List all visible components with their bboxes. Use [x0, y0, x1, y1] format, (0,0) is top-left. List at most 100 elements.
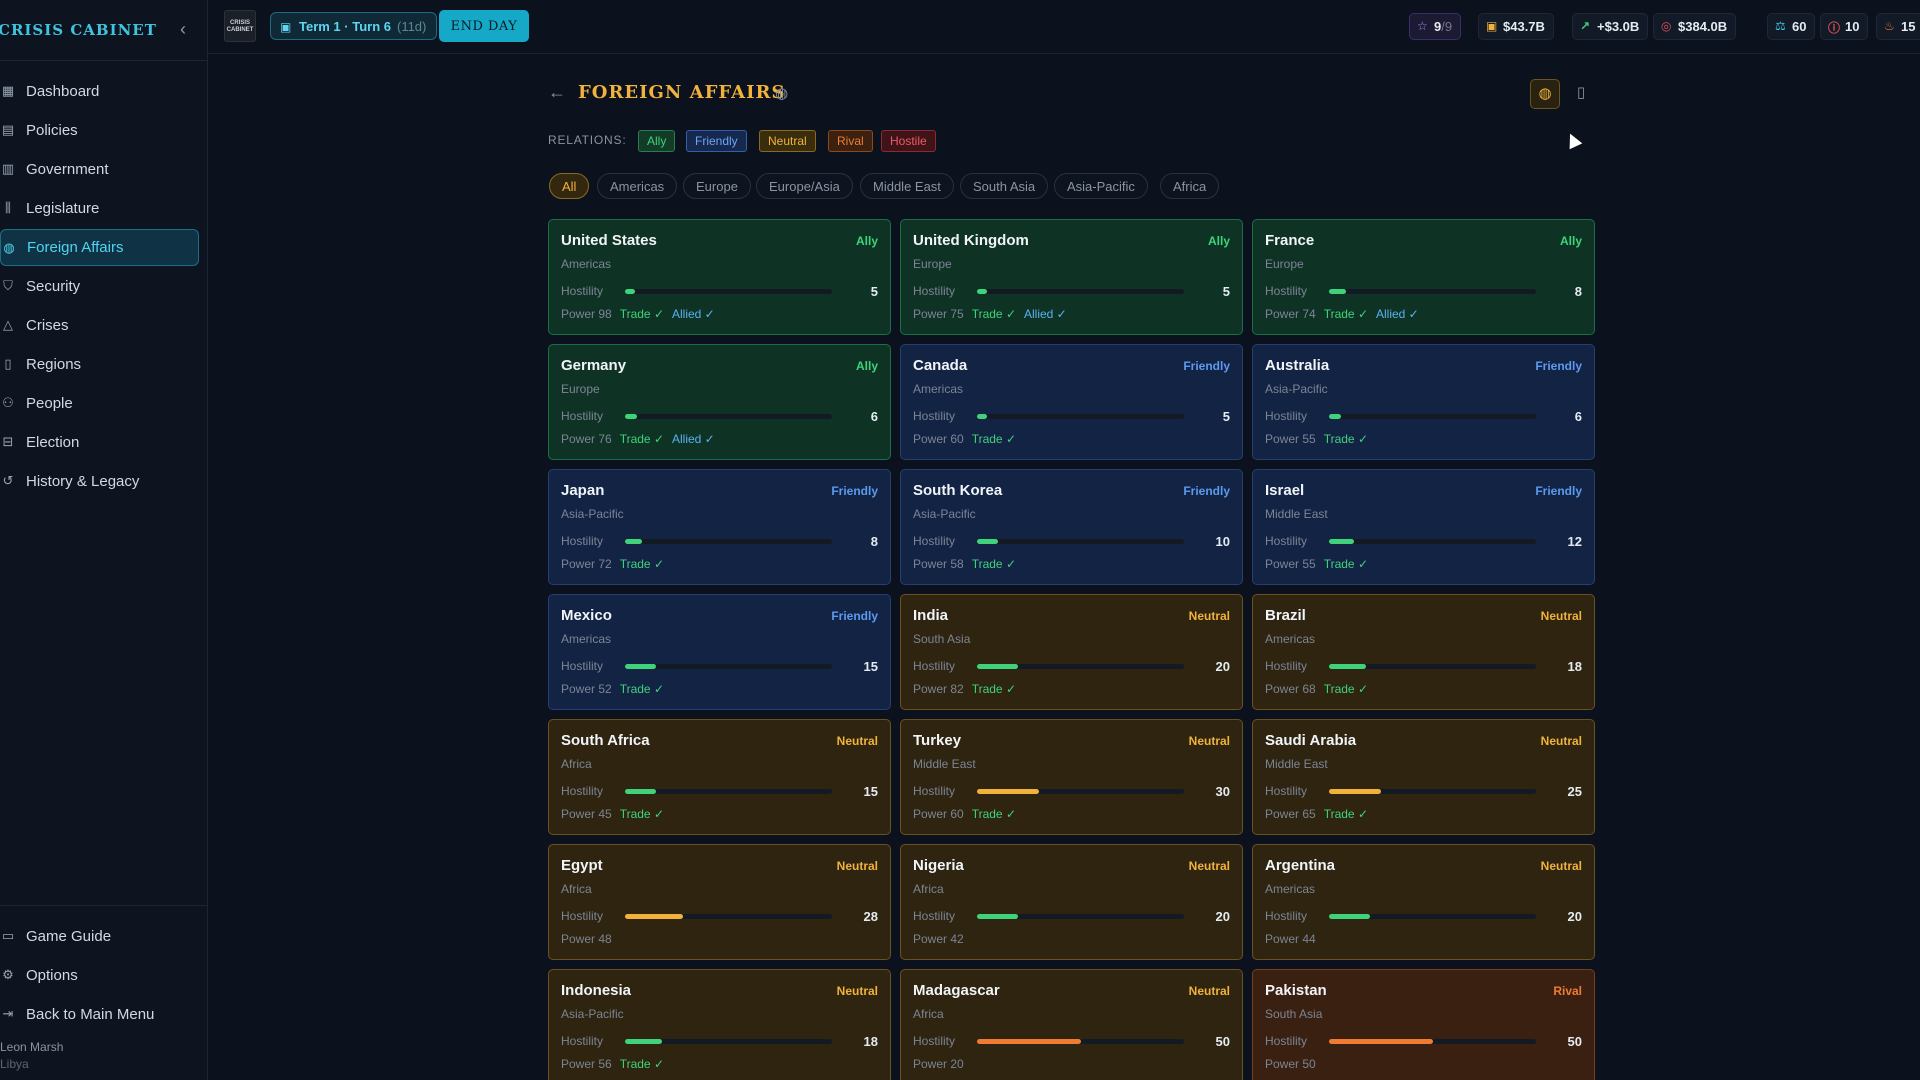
end-day-button[interactable]: END DAY	[439, 10, 529, 42]
country-card[interactable]: United States Ally Americas Hostility 5 Power…	[548, 219, 891, 335]
trade-badge: Trade ✓	[619, 807, 664, 821]
brand-header: CRISIS CABINET ‹	[0, 0, 208, 61]
relation-chip-rival: Rival	[828, 130, 873, 152]
country-card[interactable]: Germany Ally Europe Hostility 6 Power 76 Trade…	[548, 344, 891, 460]
sidebar-item-crises[interactable]: △ Crises	[0, 307, 199, 344]
sidebar-item-label: Back to Main Menu	[26, 1006, 155, 1023]
trade-badge: Trade ✓	[971, 682, 1016, 696]
hostility-bar	[1329, 789, 1536, 794]
debt-stat[interactable]: ◎ $384.0B	[1653, 13, 1737, 40]
relation-status: Friendly	[831, 484, 878, 498]
hostility-bar-fill	[625, 414, 638, 419]
card-footer: Power 56 Trade ✓	[561, 1057, 664, 1071]
country-card[interactable]: Israel Friendly Middle East Hostility 12 Powe…	[1252, 469, 1595, 585]
hostility-bar	[977, 914, 1184, 919]
relation-chip-ally: Ally	[638, 130, 676, 152]
sidebar-footer-nav: ▭ Game Guide ⚙ Options ⇥ Back to Main Menu	[0, 905, 208, 1035]
alerts-stat[interactable]: ⓘ 10	[1820, 13, 1869, 40]
hostility-row: Hostility 15	[561, 659, 878, 675]
sidebar-item-history[interactable]: ↺ History & Legacy	[0, 463, 199, 500]
sidebar-item-options[interactable]: ⚙ Options	[0, 957, 199, 994]
hostility-label: Hostility	[1265, 784, 1308, 798]
sidebar-item-government[interactable]: ▥ Government	[0, 151, 199, 188]
unrest-stat[interactable]: ♨ 15	[1876, 13, 1920, 40]
card-footer: Power 60 Trade ✓	[913, 807, 1016, 821]
back-arrow-icon[interactable]: ←	[548, 82, 566, 102]
country-region: Middle East	[1265, 507, 1328, 521]
hostility-value: 6	[1574, 409, 1582, 424]
hostility-value: 15	[863, 784, 878, 799]
relation-status: Neutral	[1188, 609, 1230, 623]
card-footer: Power 20	[913, 1057, 964, 1071]
country-card[interactable]: Canada Friendly Americas Hostility 5 Power 60…	[900, 344, 1243, 460]
sidebar-item-people[interactable]: ⚇ People	[0, 385, 199, 422]
map-view-button[interactable]: ▯	[1576, 84, 1586, 101]
grid-icon: ▦	[1, 83, 15, 98]
power-value: Power 44	[1265, 932, 1316, 946]
sidebar-item-guide[interactable]: ▭ Game Guide	[0, 918, 199, 955]
trade-badge: Trade ✓	[971, 807, 1016, 821]
hostility-label: Hostility	[561, 284, 604, 298]
country-card[interactable]: Madagascar Neutral Africa Hostility 50 Power …	[900, 969, 1243, 1080]
country-name: Argentina	[1265, 857, 1336, 874]
globe-view-button[interactable]: ◍	[1530, 79, 1560, 109]
region-filter-middle-east[interactable]: Middle East	[860, 173, 954, 199]
relation-status: Neutral	[1540, 609, 1582, 623]
region-filter-europe[interactable]: Europe	[683, 173, 751, 199]
sidebar-item-label: Election	[26, 434, 80, 451]
hostility-bar-fill	[625, 289, 636, 294]
country-card[interactable]: Mexico Friendly Americas Hostility 15 Power 5…	[548, 594, 891, 710]
sidebar-item-election[interactable]: ⊟ Election	[0, 424, 199, 461]
country-card[interactable]: South Africa Neutral Africa Hostility 15 Powe…	[548, 719, 891, 835]
sidebar-item-foreign-affairs[interactable]: ◍ Foreign Affairs	[0, 229, 199, 266]
hostility-value: 15	[863, 659, 878, 674]
approval-stat[interactable]: ☆ 9/9	[1409, 13, 1462, 40]
sidebar-item-dashboard[interactable]: ▦ Dashboard	[0, 73, 199, 110]
region-filter-south-asia[interactable]: South Asia	[960, 173, 1049, 199]
hostility-bar	[625, 539, 832, 544]
hostility-row: Hostility 50	[1265, 1034, 1582, 1050]
country-card[interactable]: Argentina Neutral Americas Hostility 20 Power…	[1252, 844, 1595, 960]
income-stat[interactable]: ↗ +$3.0B	[1572, 13, 1649, 40]
country-card[interactable]: Egypt Neutral Africa Hostility 28 Power 48	[548, 844, 891, 960]
region-filter-all[interactable]: All	[549, 173, 590, 199]
relation-status: Ally	[1559, 234, 1582, 248]
trade-badge: Trade ✓	[971, 307, 1016, 321]
sidebar-item-regions[interactable]: ▯ Regions	[0, 346, 199, 383]
trade-badge: Trade ✓	[1323, 432, 1368, 446]
treasury-stat[interactable]: ▣ $43.7B	[1478, 13, 1554, 40]
term-indicator[interactable]: ▣ Term 1 · Turn 6 (11d)	[270, 12, 438, 40]
hostility-bar	[625, 1039, 832, 1044]
sidebar-item-label: Security	[26, 278, 81, 295]
hostility-value: 18	[863, 1034, 878, 1049]
sidebar-item-main-menu[interactable]: ⇥ Back to Main Menu	[0, 996, 199, 1033]
country-card[interactable]: United Kingdom Ally Europe Hostility 5 Power …	[900, 219, 1243, 335]
country-card[interactable]: Indonesia Neutral Asia-Pacific Hostility 18 P…	[548, 969, 891, 1080]
region-filter-africa[interactable]: Africa	[1160, 173, 1220, 199]
hostility-row: Hostility 18	[561, 1034, 878, 1050]
trend-up-icon: ↗	[1580, 19, 1591, 33]
stability-stat[interactable]: ⚖ 60	[1767, 13, 1816, 40]
sidebar-item-legislature[interactable]: ⫼ Legislature	[0, 190, 199, 227]
collapse-sidebar-button[interactable]: ‹	[180, 19, 186, 39]
country-card[interactable]: Nigeria Neutral Africa Hostility 20 Power 42	[900, 844, 1243, 960]
card-footer: Power 55 Trade ✓	[1265, 557, 1368, 571]
country-card[interactable]: Pakistan Rival South Asia Hostility 50 Power …	[1252, 969, 1595, 1080]
country-card[interactable]: Australia Friendly Asia-Pacific Hostility 6 P…	[1252, 344, 1595, 460]
region-filter-americas[interactable]: Americas	[597, 173, 678, 199]
country-card[interactable]: Saudi Arabia Neutral Middle East Hostility 2…	[1252, 719, 1595, 835]
country-card[interactable]: India Neutral South Asia Hostility 20 Power 8…	[900, 594, 1243, 710]
flame-icon: ♨	[1884, 19, 1895, 33]
country-card[interactable]: Turkey Neutral Middle East Hostility 30 Power…	[900, 719, 1243, 835]
country-card[interactable]: South Korea Friendly Asia-Pacific Hostility…	[900, 469, 1243, 585]
country-card[interactable]: Japan Friendly Asia-Pacific Hostility 8 Power…	[548, 469, 891, 585]
hostility-value: 5	[870, 284, 878, 299]
sidebar-item-policies[interactable]: ▤ Policies	[0, 112, 199, 149]
country-card[interactable]: Brazil Neutral Americas Hostility 18 Power 68…	[1252, 594, 1595, 710]
region-filter-asia-pacific[interactable]: Asia-Pacific	[1054, 173, 1148, 199]
region-filter-europe-asia[interactable]: Europe/Asia	[756, 173, 853, 199]
card-footer: Power 58 Trade ✓	[913, 557, 1016, 571]
sidebar-item-security[interactable]: ⛉ Security	[0, 268, 199, 305]
country-card[interactable]: France Ally Europe Hostility 8 Power 74 Trade …	[1252, 219, 1595, 335]
country-region: Europe	[913, 257, 952, 271]
